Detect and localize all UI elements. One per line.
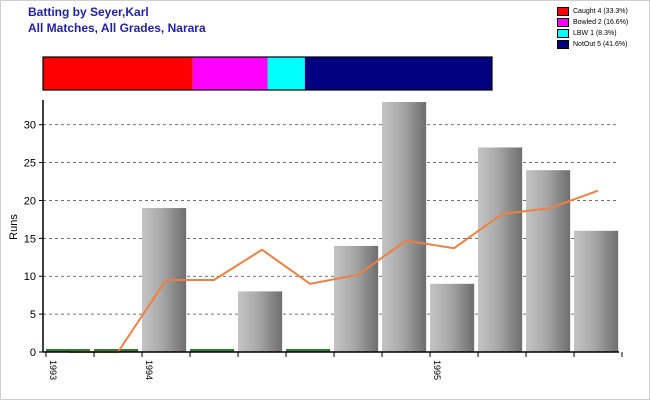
legend-label: Caught 4 (33.3%) [573, 8, 628, 15]
bar [334, 245, 379, 352]
legend: Caught 4 (33.3%) Bowled 2 (16.6%) LBW 1 (8… [557, 6, 628, 50]
legend-swatch [557, 29, 569, 38]
bar [382, 102, 427, 352]
legend-item: Caught 4 (33.3%) [557, 6, 628, 17]
y-axis-label: Runs [8, 214, 20, 240]
legend-swatch [557, 7, 569, 16]
x-tick-label: 1995 [432, 360, 442, 380]
bar-zero-marker [190, 349, 235, 352]
y-tick-label: 5 [30, 309, 36, 321]
y-tick-label: 25 [24, 158, 36, 170]
bar [574, 230, 619, 352]
bar [526, 170, 571, 352]
legend-item: LBW 1 (8.3%) [557, 28, 628, 39]
x-tick-label: 1993 [48, 360, 58, 380]
legend-swatch [557, 18, 569, 27]
average-line [70, 189, 599, 353]
legend-swatch [557, 40, 569, 49]
x-tick-label: 1994 [144, 360, 154, 380]
y-tick-label: 0 [30, 347, 36, 359]
legend-item: Bowled 2 (16.6%) [557, 17, 628, 28]
bar [430, 283, 475, 352]
dismissal-bar-outline [42, 56, 493, 91]
y-tick-label: 10 [24, 271, 36, 283]
legend-label: LBW 1 (8.3%) [573, 30, 617, 37]
y-tick-label: 30 [24, 120, 36, 132]
bar [478, 147, 523, 352]
bar-zero-marker [46, 349, 91, 352]
legend-item: NotOut 5 (41.6%) [557, 39, 628, 50]
chart-subtitle: All Matches, All Grades, Narara [28, 21, 206, 35]
dismissal-segment [43, 57, 193, 90]
bar-zero-marker [286, 349, 331, 352]
y-tick-label: 15 [24, 233, 36, 245]
dismissal-segment [304, 57, 492, 90]
bar [238, 291, 283, 352]
y-tick-label: 20 [24, 195, 36, 207]
dismissal-segment [192, 57, 268, 90]
bar-zero-marker [94, 349, 139, 352]
legend-label: NotOut 5 (41.6%) [573, 41, 628, 48]
dismissal-segment [267, 57, 305, 90]
legend-label: Bowled 2 (16.6%) [573, 19, 629, 26]
chart-title: Batting by Seyer,Karl [28, 5, 149, 19]
